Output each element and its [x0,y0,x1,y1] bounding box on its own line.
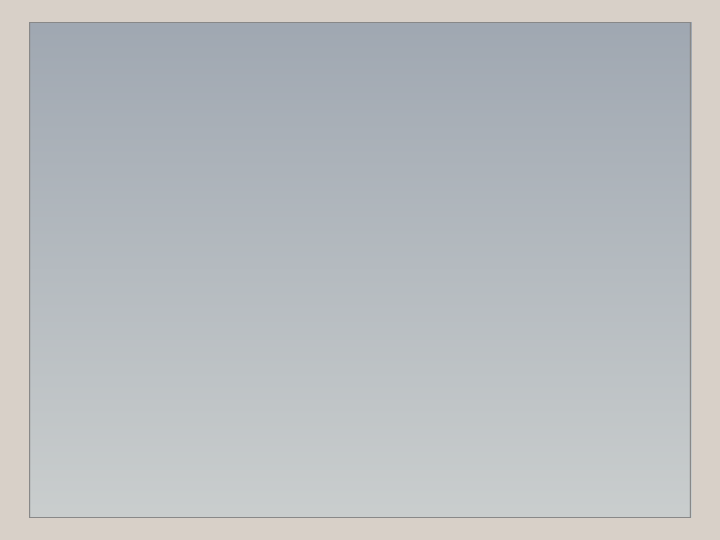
Text: Past
Simple: Past Simple [243,369,318,410]
Text: Present
Perfect: Present Perfect [381,369,465,410]
Text: -1: -1 [314,210,336,230]
Text: -2: -2 [122,210,144,230]
Text: Time Line for Present Perfect v Past Simple: Time Line for Present Perfect v Past Sim… [62,161,451,179]
Text: 0: 0 [513,210,526,230]
Text: Using Diagrams: Using Diagrams [68,71,390,105]
